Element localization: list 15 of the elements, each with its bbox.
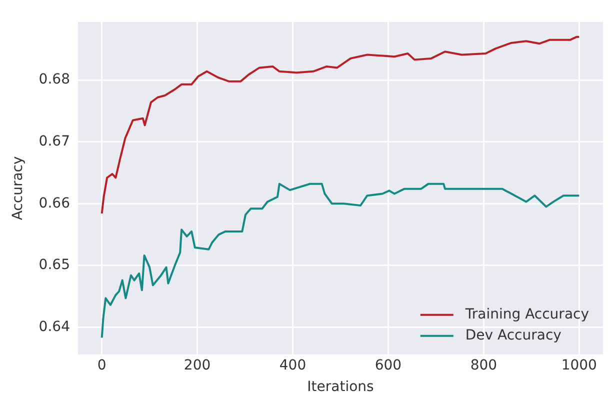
x-tick-label: 800 (470, 357, 498, 374)
y-tick-label: 0.67 (38, 134, 70, 150)
x-tick-label: 0 (97, 357, 106, 374)
y-tick-label: 0.64 (38, 318, 70, 335)
x-axis-title: Iterations (307, 379, 374, 396)
y-axis-title: Accuracy (10, 156, 26, 220)
legend-label: Training Accuracy (464, 306, 589, 323)
x-tick-label: 400 (279, 357, 306, 374)
x-tick-label: 1000 (561, 357, 597, 374)
legend-label: Dev Accuracy (465, 328, 562, 344)
y-tick-label: 0.68 (38, 72, 70, 88)
y-tick-label: 0.66 (38, 195, 70, 212)
x-tick-label: 200 (184, 357, 211, 374)
y-tick-label: 0.65 (38, 257, 70, 274)
x-tick-label: 600 (374, 357, 402, 374)
